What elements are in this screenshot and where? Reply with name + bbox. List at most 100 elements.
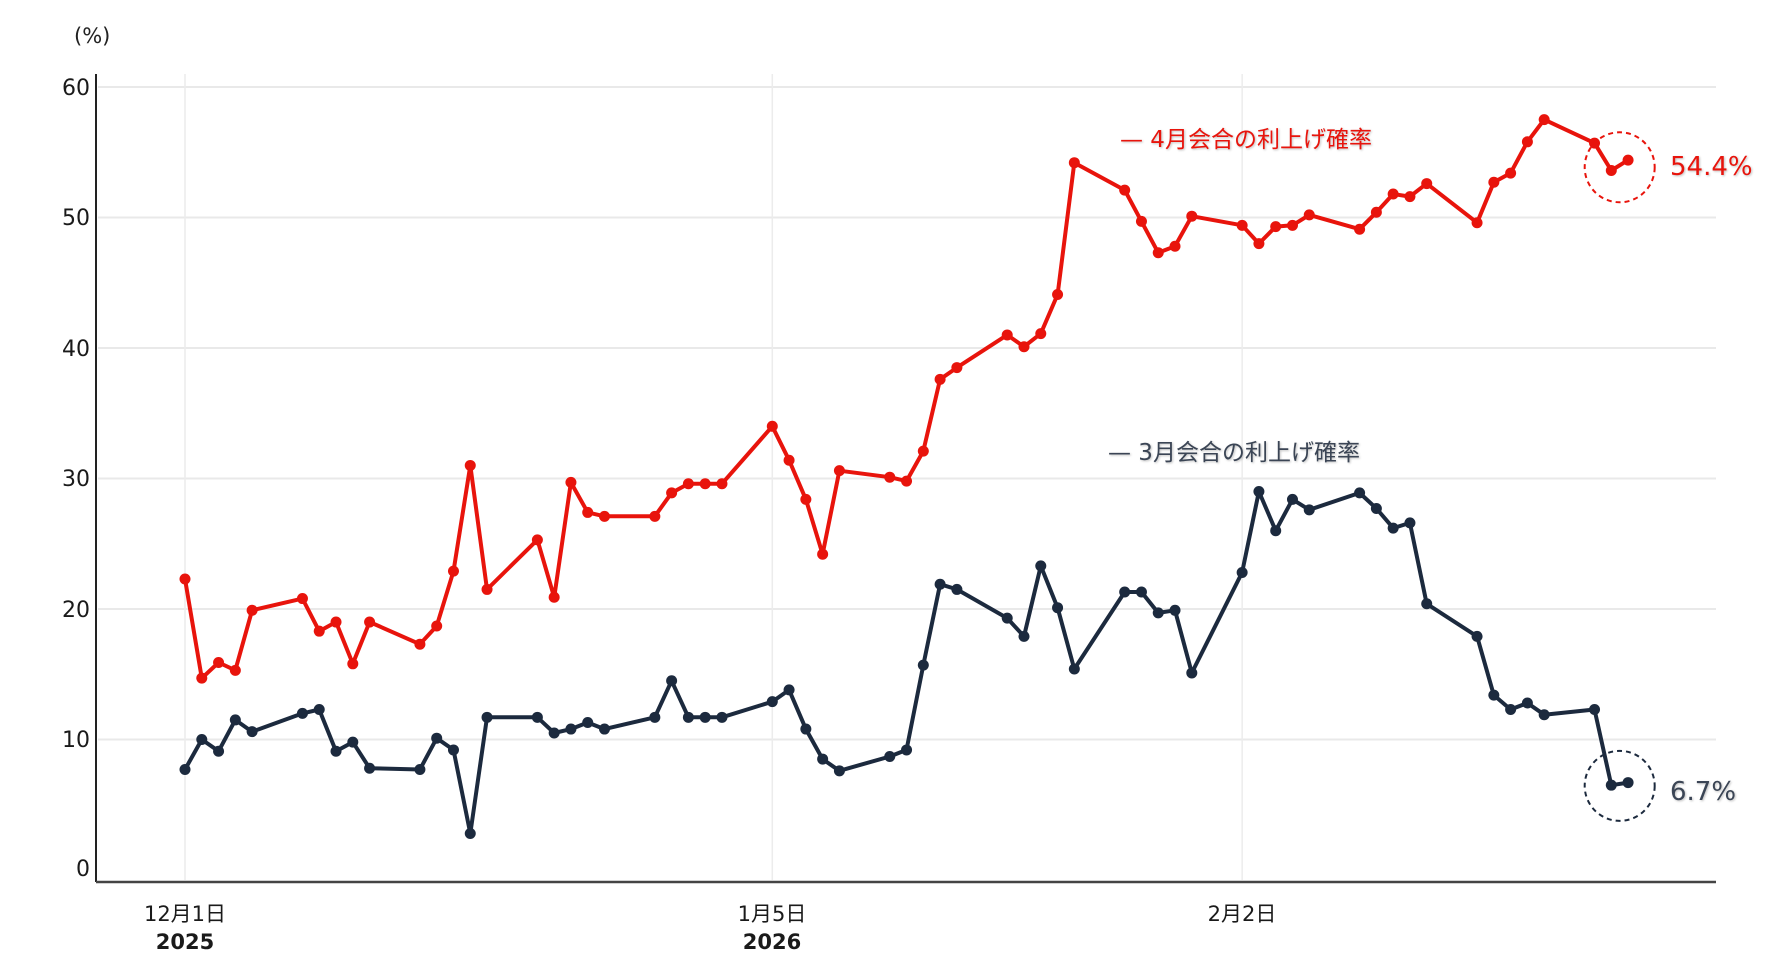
data-point [716,711,728,723]
data-point [1605,779,1617,791]
y-tick-40: 40 [62,337,90,362]
data-point [330,616,342,628]
data-point [414,638,426,650]
data-point [800,723,812,735]
data-point [582,506,594,518]
data-point [431,732,443,744]
data-point [1052,288,1064,300]
data-point [1370,206,1382,218]
series-layer [179,114,1634,839]
data-point [884,471,896,483]
data-point [531,711,543,723]
data-point [330,745,342,757]
data-point [364,616,376,628]
data-point [649,510,661,522]
data-point [800,493,812,505]
data-point [1622,777,1634,789]
data-point [481,583,493,595]
data-point [1521,697,1533,709]
data-point [1538,709,1550,721]
data-point [229,714,241,726]
data-point [246,726,258,738]
legend-april-meeting: — 4月会合の利上げ確率 [1120,127,1372,153]
data-point [682,478,694,490]
data-point [296,593,308,605]
data-point [766,696,778,708]
data-point [431,620,443,632]
data-point [1421,598,1433,610]
data-point [1354,223,1366,235]
x-tick-jan5: 1月5日 [737,902,807,926]
data-point [296,707,308,719]
data-point [1370,503,1382,515]
data-point [1119,586,1131,598]
x-tick-year-2025: 2025 [155,930,215,954]
data-point [766,420,778,432]
data-point [1303,209,1315,221]
data-point [464,827,476,839]
data-point [531,534,543,546]
data-point [1186,210,1198,222]
data-point [682,711,694,723]
data-point [1152,247,1164,259]
data-point [1236,219,1248,231]
data-point [1035,560,1047,572]
data-point [213,657,225,669]
y-tick-10: 10 [62,728,90,753]
data-point [934,578,946,590]
y-tick-30: 30 [62,467,90,492]
data-point [699,478,711,490]
data-point [1387,522,1399,534]
series-line [183,117,1631,681]
data-point [649,711,661,723]
data-point [1270,221,1282,233]
data-point [565,476,577,488]
data-point [951,583,963,595]
data-point [179,573,191,585]
data-point [817,753,829,765]
data-point [213,745,225,757]
data-point [951,362,963,374]
data-point [1186,667,1198,679]
data-point [481,711,493,723]
data-point [313,625,325,637]
data-point [901,475,913,487]
data-point [246,604,258,616]
data-point [548,727,560,739]
data-point [599,723,610,735]
data-point [1169,604,1181,616]
data-point [565,723,577,735]
data-point [666,675,678,687]
data-point [1538,114,1550,126]
data-point [833,765,845,777]
data-point [1354,487,1366,499]
end-value-march: 6.7% [1670,777,1737,807]
data-point [833,465,845,477]
data-point [196,672,208,684]
x-tick-year-2026: 2026 [742,930,802,954]
data-point [364,762,376,774]
data-point [1605,165,1617,177]
series-march [179,486,1634,839]
y-tick-60: 60 [62,76,90,101]
data-point [1018,341,1030,353]
data-point [1035,328,1047,340]
axes [95,74,1716,884]
data-point [917,445,929,457]
data-point [229,664,241,676]
data-point [817,548,829,560]
data-point [1505,167,1517,179]
x-tick-feb2: 2月2日 [1207,902,1277,926]
data-point [699,711,711,723]
data-point [447,744,459,756]
x-tick-dec1: 12月1日 [143,902,227,926]
data-point [1001,612,1013,624]
data-point [917,659,929,671]
y-tick-20: 20 [62,598,90,623]
series-line [183,489,1631,836]
data-point [464,459,476,471]
data-point [347,658,359,670]
data-point [666,487,678,499]
highlight-circle [1583,749,1656,822]
data-point [313,703,325,715]
